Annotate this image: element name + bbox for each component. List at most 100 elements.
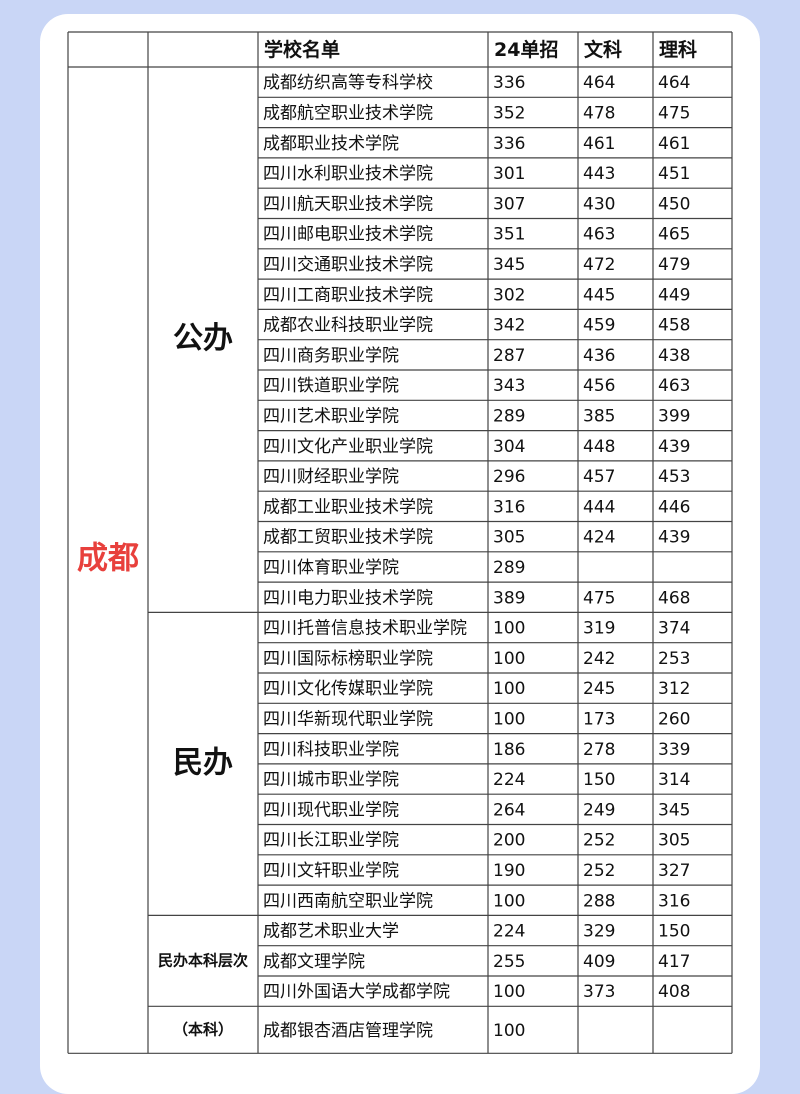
header-cell: 学校名单 <box>264 38 340 61</box>
score: 329 <box>583 922 615 942</box>
school-name: 成都文理学院 <box>263 952 365 972</box>
score: 453 <box>658 467 690 487</box>
score: 463 <box>658 376 690 396</box>
school-name: 四川文化产业职业学院 <box>263 437 433 457</box>
score: 436 <box>583 346 615 366</box>
school-name: 四川外国语大学成都学院 <box>263 982 450 1002</box>
school-name: 成都工贸职业技术学院 <box>263 528 433 548</box>
score: 316 <box>658 891 690 911</box>
group-label: 民办 <box>173 745 233 780</box>
score: 264 <box>493 800 525 820</box>
score: 319 <box>583 619 615 639</box>
school-name: 四川工商职业技术学院 <box>263 285 433 305</box>
school-name: 四川文化传媒职业学院 <box>263 679 433 699</box>
school-name: 四川邮电职业技术学院 <box>263 225 433 245</box>
group-label: 公办 <box>173 321 233 356</box>
city-label: 成都 <box>77 541 139 577</box>
header-cell: 文科 <box>584 38 622 61</box>
score: 464 <box>583 73 615 93</box>
score: 100 <box>493 891 525 911</box>
score: 289 <box>493 558 525 578</box>
score: 468 <box>658 588 690 608</box>
score: 301 <box>493 164 525 184</box>
school-name: 四川铁道职业学院 <box>263 376 399 396</box>
school-name: 四川城市职业学院 <box>263 770 399 790</box>
score: 289 <box>493 406 525 426</box>
score: 439 <box>658 528 690 548</box>
score: 260 <box>658 709 690 729</box>
score: 472 <box>583 255 615 275</box>
header-cell: 理科 <box>659 38 697 61</box>
school-name: 四川水利职业技术学院 <box>263 164 433 184</box>
group-label: （本科） <box>173 1020 233 1038</box>
score: 224 <box>493 770 525 790</box>
score: 409 <box>583 952 615 972</box>
school-name: 四川航天职业技术学院 <box>263 194 433 214</box>
score: 345 <box>493 255 525 275</box>
score: 249 <box>583 800 615 820</box>
school-name: 四川现代职业学院 <box>263 800 399 820</box>
school-name: 四川托普信息技术职业学院 <box>263 619 467 639</box>
score: 287 <box>493 346 525 366</box>
group-label: 民办本科层次 <box>158 951 248 969</box>
score: 100 <box>493 649 525 669</box>
school-name: 四川财经职业学院 <box>263 467 399 487</box>
score: 464 <box>658 73 690 93</box>
page: 学校名单 24单招 文科 理科成都 成都纺织高等专科学校 336 464 464 成都航空职业技… <box>40 14 760 1094</box>
school-name: 四川华新现代职业学院 <box>263 709 433 729</box>
school-name: 四川西南航空职业学院 <box>263 891 433 911</box>
score: 399 <box>658 406 690 426</box>
score: 352 <box>493 103 525 123</box>
score: 252 <box>583 831 615 851</box>
score: 417 <box>658 952 690 972</box>
score: 339 <box>658 740 690 760</box>
score: 278 <box>583 740 615 760</box>
header-cell: 24单招 <box>494 38 558 61</box>
school-name: 四川长江职业学院 <box>263 831 399 851</box>
score: 461 <box>658 134 690 154</box>
score: 245 <box>583 679 615 699</box>
school-name: 四川体育职业学院 <box>263 558 399 578</box>
school-name: 成都纺织高等专科学校 <box>263 73 433 93</box>
school-name: 四川交通职业技术学院 <box>263 255 433 275</box>
card <box>40 14 760 1094</box>
score: 374 <box>658 619 690 639</box>
score: 242 <box>583 649 615 669</box>
score: 448 <box>583 437 615 457</box>
score: 305 <box>493 528 525 548</box>
school-name: 四川商务职业学院 <box>263 346 399 366</box>
score: 327 <box>658 861 690 881</box>
score: 438 <box>658 346 690 366</box>
score: 150 <box>583 770 615 790</box>
score: 444 <box>583 497 615 517</box>
score: 449 <box>658 285 690 305</box>
score: 190 <box>493 861 525 881</box>
score: 100 <box>493 679 525 699</box>
score: 200 <box>493 831 525 851</box>
school-name: 四川科技职业学院 <box>263 740 399 760</box>
score: 351 <box>493 225 525 245</box>
score: 173 <box>583 709 615 729</box>
score: 224 <box>493 922 525 942</box>
score: 307 <box>493 194 525 214</box>
score: 252 <box>583 861 615 881</box>
school-name: 四川电力职业技术学院 <box>263 588 433 608</box>
score: 150 <box>658 922 690 942</box>
score: 439 <box>658 437 690 457</box>
score: 450 <box>658 194 690 214</box>
school-name: 成都航空职业技术学院 <box>263 103 433 123</box>
score: 385 <box>583 406 615 426</box>
score: 336 <box>493 73 525 93</box>
score: 343 <box>493 376 525 396</box>
school-name: 成都工业职业技术学院 <box>263 497 433 517</box>
score: 314 <box>658 770 690 790</box>
score: 312 <box>658 679 690 699</box>
score: 100 <box>493 709 525 729</box>
school-name: 成都职业技术学院 <box>263 134 399 154</box>
school-name: 成都银杏酒店管理学院 <box>263 1021 433 1041</box>
score: 336 <box>493 134 525 154</box>
score: 458 <box>658 316 690 336</box>
score: 253 <box>658 649 690 669</box>
score: 408 <box>658 982 690 1002</box>
score: 430 <box>583 194 615 214</box>
